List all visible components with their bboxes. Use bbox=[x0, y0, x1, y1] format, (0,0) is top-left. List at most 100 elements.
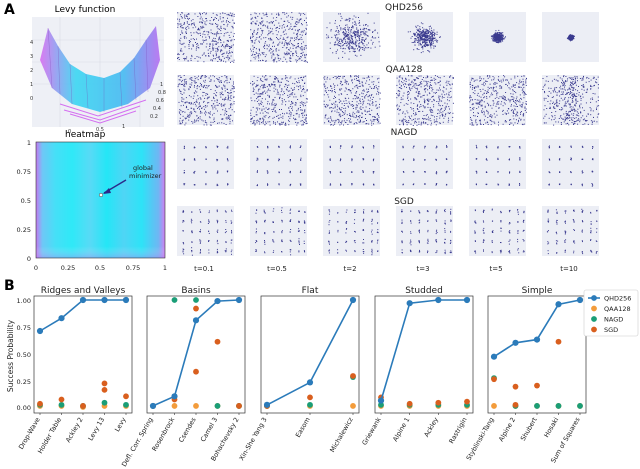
particle bbox=[205, 114, 206, 116]
particle bbox=[280, 91, 282, 93]
particle bbox=[427, 89, 429, 91]
particle bbox=[360, 108, 362, 110]
particle bbox=[250, 29, 252, 31]
particle bbox=[301, 102, 303, 104]
particle bbox=[420, 52, 422, 54]
particle bbox=[556, 103, 558, 105]
particle bbox=[228, 108, 230, 110]
particle bbox=[525, 102, 527, 104]
particle bbox=[420, 123, 422, 125]
particle bbox=[181, 50, 183, 52]
particle bbox=[568, 35, 570, 37]
particle bbox=[572, 106, 574, 108]
particle bbox=[502, 35, 504, 37]
particle bbox=[269, 32, 271, 34]
particle bbox=[201, 84, 202, 85]
particle bbox=[496, 102, 498, 104]
particle bbox=[283, 12, 285, 14]
particle bbox=[582, 79, 584, 81]
particle bbox=[349, 90, 351, 92]
particle bbox=[438, 102, 440, 104]
particle bbox=[415, 112, 417, 114]
particle bbox=[520, 119, 522, 121]
particle bbox=[190, 34, 192, 36]
particle bbox=[297, 22, 299, 24]
particle bbox=[551, 119, 553, 121]
particle bbox=[493, 79, 495, 81]
particle bbox=[498, 32, 500, 33]
particle bbox=[202, 25, 204, 27]
particle bbox=[405, 120, 407, 122]
particle bbox=[422, 23, 424, 25]
particle bbox=[342, 51, 344, 53]
particle bbox=[344, 37, 345, 39]
particle bbox=[596, 105, 598, 107]
particle bbox=[500, 39, 502, 41]
particle bbox=[302, 114, 304, 116]
particle bbox=[397, 108, 399, 110]
particle bbox=[548, 117, 550, 119]
particle bbox=[288, 49, 290, 51]
particle bbox=[575, 110, 577, 112]
particle bbox=[288, 84, 290, 86]
particle bbox=[263, 76, 265, 78]
particle bbox=[434, 37, 436, 39]
particle bbox=[575, 78, 576, 80]
particle bbox=[285, 47, 287, 49]
particle bbox=[435, 92, 437, 93]
particle bbox=[567, 123, 569, 124]
particle bbox=[421, 79, 423, 80]
particle bbox=[218, 77, 220, 79]
particle bbox=[500, 37, 502, 39]
particle bbox=[500, 35, 502, 37]
particle bbox=[214, 33, 216, 35]
particle bbox=[255, 114, 257, 116]
particle bbox=[207, 85, 209, 87]
particle bbox=[352, 115, 354, 117]
particle bbox=[307, 61, 308, 63]
particle bbox=[252, 106, 254, 108]
particle bbox=[341, 39, 343, 41]
particle bbox=[212, 46, 213, 48]
particle bbox=[366, 44, 368, 46]
particle bbox=[483, 85, 485, 87]
particle bbox=[431, 32, 433, 34]
particle bbox=[205, 39, 207, 41]
particle bbox=[415, 88, 417, 89]
particle bbox=[292, 45, 294, 47]
particle bbox=[261, 30, 263, 32]
particle bbox=[405, 83, 407, 85]
particle bbox=[418, 39, 420, 41]
particle bbox=[414, 35, 416, 37]
particle bbox=[271, 109, 273, 110]
particle bbox=[510, 93, 512, 95]
particle bbox=[203, 40, 205, 41]
particle bbox=[261, 84, 263, 86]
particle bbox=[416, 28, 418, 30]
particle bbox=[260, 93, 262, 94]
particle bbox=[301, 46, 303, 48]
particle bbox=[522, 102, 524, 104]
particle bbox=[356, 122, 358, 124]
particle bbox=[284, 13, 286, 15]
particle bbox=[268, 38, 269, 40]
particle bbox=[205, 36, 207, 38]
particle bbox=[356, 55, 358, 57]
particle bbox=[564, 116, 566, 118]
particle bbox=[397, 107, 399, 109]
particle bbox=[433, 34, 435, 36]
particle bbox=[329, 47, 331, 49]
particle bbox=[299, 107, 301, 108]
particle bbox=[254, 124, 256, 126]
particle bbox=[426, 37, 428, 39]
particle bbox=[355, 41, 357, 42]
particle bbox=[340, 122, 342, 123]
particle bbox=[448, 100, 450, 102]
particle bbox=[177, 57, 179, 59]
particle bbox=[565, 105, 567, 107]
particle bbox=[569, 38, 571, 40]
particle bbox=[180, 23, 182, 25]
particle bbox=[348, 89, 349, 91]
particle bbox=[263, 37, 265, 39]
particle bbox=[194, 147, 196, 149]
